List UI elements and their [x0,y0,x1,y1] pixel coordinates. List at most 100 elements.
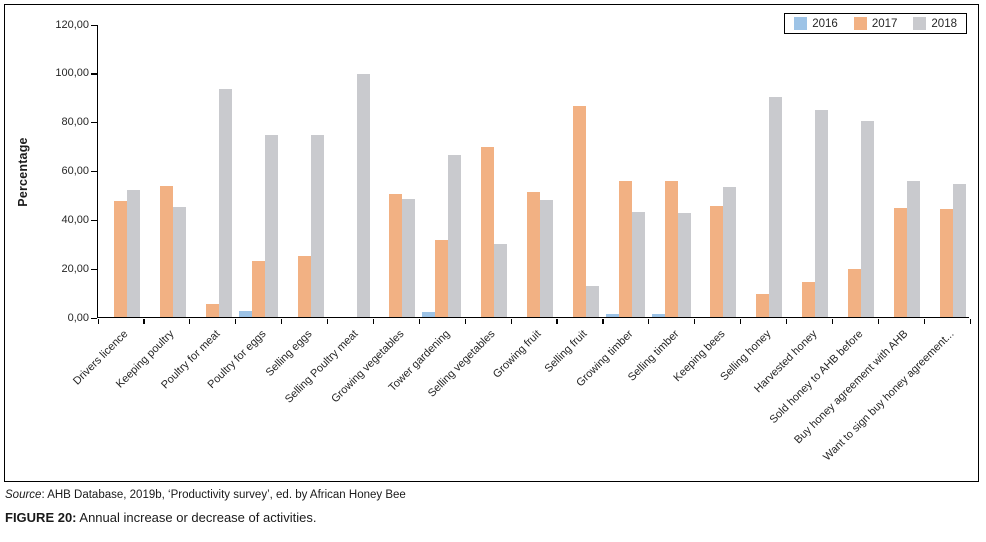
bar-group-11 [556,25,602,317]
bar-group-8 [419,25,465,317]
y-tick-mark [90,317,97,319]
bar-group-14 [694,25,740,317]
bar-2017 [802,282,816,317]
x-tick-mark [418,318,420,324]
x-tick-mark [877,318,879,324]
x-tick-mark [740,318,742,324]
bar-group-18 [877,25,923,317]
category-label: Poultry for eggs [205,328,269,391]
category-label: Keeping poultry [114,328,177,391]
x-tick-mark [372,318,375,324]
category-label: Want to sign buy honey agreement... [821,328,957,464]
bar-2016 [651,314,665,317]
bar-2018 [219,89,233,317]
bar-2017 [251,260,265,317]
x-tick-mark [831,318,833,324]
bar-group-4 [236,25,282,317]
category-label: Growing timber [574,328,636,390]
bar-2018 [173,207,187,317]
legend-label: 2016 [812,17,838,30]
bar-group-9 [465,25,511,317]
legend-item-2018: 2018 [913,17,957,30]
x-tick-mark [326,318,329,324]
x-tick-mark [785,318,788,324]
y-tick-label: 20,00 [61,262,89,275]
x-tick-mark [464,318,466,324]
x-tick-mark [648,318,650,324]
source-word: Source [5,489,42,501]
figure-number: FIGURE 20: [5,510,77,525]
bar-2018 [356,74,370,317]
x-tick-mark [97,318,99,324]
chart-legend: 2016 2017 2018 [784,13,967,34]
bar-2018 [860,120,874,317]
bar-group-13 [648,25,694,317]
x-tick-mark [189,318,191,324]
x-tick-mark [235,318,237,324]
bar-2018 [769,97,783,317]
x-tick-mark [969,318,971,324]
caption-text: Annual increase or decrease of activitie… [76,510,317,525]
bar-group-16 [786,25,832,317]
y-tick-label: 100,00 [55,67,89,80]
source-note: Source: AHB Database, 2019b, ‘Productivi… [5,489,406,501]
y-tick-label: 60,00 [61,165,89,177]
bar-group-19 [923,25,969,317]
category-label: Selling eggs [263,328,315,379]
plot-area: 0,00 20,00 40,00 60,00 80,00 100,00 120,00 [55,19,971,324]
bar-2018 [723,187,737,317]
category-label: Harvested honey [751,328,820,396]
x-tick-mark [923,318,925,324]
legend-swatch-icon [913,17,927,30]
category-label: Poultry for meat [159,328,223,392]
bar-2017 [939,208,953,317]
bar-2017 [389,193,403,317]
y-tick-mark [90,171,97,173]
category-label: Keeping bees [671,328,728,385]
bar-2018 [402,198,416,317]
category-label: Selling honey [718,328,774,384]
bar-2018 [310,135,324,317]
y-axis-title: Percentage [16,137,30,207]
x-tick-mark [694,318,696,324]
bar-2017 [756,293,770,317]
bar-group-7 [373,25,419,317]
category-label: Sold honey to AHB before [767,328,866,427]
bar-group-5 [281,25,327,317]
category-label: Tower gardening [385,328,452,395]
bar-2017 [710,206,724,317]
bar-2018 [677,212,691,317]
legend-item-2016: 2016 [794,17,838,30]
legend-label: 2018 [931,17,957,30]
bar-2018 [585,285,599,317]
y-tick-mark [90,24,97,26]
bar-2017 [618,181,632,317]
x-tick-mark [281,318,283,324]
category-labels: Drivers licence Keeping poultry Poultry fo… [71,326,969,476]
bar-2018 [815,110,829,317]
y-tick-mark [90,73,97,75]
category-label: Selling Poultry meat [282,328,361,406]
source-text: : AHB Database, 2019b, ‘Productivity sur… [41,489,406,501]
bar-2018 [448,154,462,317]
bar-2017 [206,303,220,317]
bar-2018 [127,190,141,317]
y-tick-mark [90,122,97,124]
category-label: Selling timber [625,328,682,384]
x-tick-mark [602,318,604,324]
bar-group-3 [190,25,236,317]
bar-group-6 [327,25,373,317]
legend-label: 2017 [871,17,898,30]
bar-2017 [481,146,495,317]
bar-2018 [494,244,508,317]
category-label: Buy honey agreement with AHB [792,328,911,447]
bar-2017 [847,268,861,317]
bar-group-15 [740,25,786,317]
bar-group-2 [144,25,190,317]
bar-2017 [297,256,311,317]
bar-2016 [422,311,436,317]
category-label: Selling fruit [542,328,590,375]
x-tick-mark [556,318,558,324]
x-tick-mark [143,318,145,324]
legend-item-2017: 2017 [853,17,898,30]
